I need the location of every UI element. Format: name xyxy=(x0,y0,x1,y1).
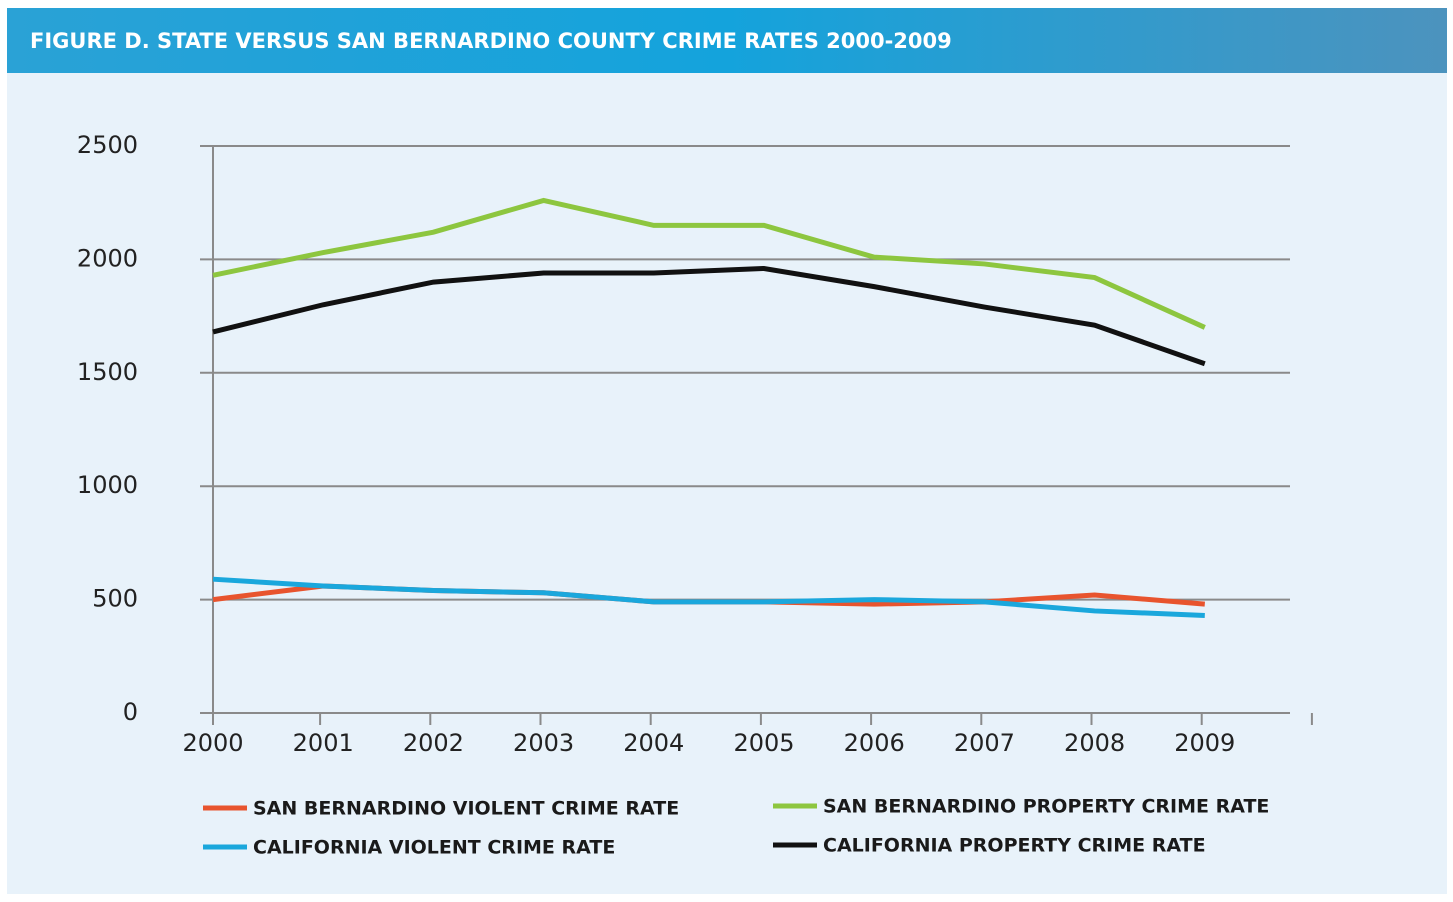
x-tick-label: 2000 xyxy=(182,729,243,757)
title-bar xyxy=(7,8,1447,73)
series-line xyxy=(212,197,1206,330)
y-tick-label: 2500 xyxy=(77,131,138,159)
x-tick-label: 2003 xyxy=(513,729,574,757)
legend-label: SAN BERNARDINO PROPERTY CRIME RATE xyxy=(823,796,1269,818)
y-tick-label: 1500 xyxy=(77,358,138,386)
x-tick-label: 2008 xyxy=(1064,729,1125,757)
y-tick-label: 2000 xyxy=(77,244,138,272)
y-tick-label: 0 xyxy=(123,698,138,726)
x-tick-label: 2006 xyxy=(844,729,905,757)
chart-title: FIGURE D. STATE VERSUS SAN BERNARDINO CO… xyxy=(30,29,952,53)
series-line xyxy=(212,265,1206,367)
chart-background xyxy=(7,8,1447,894)
y-tick-label: 500 xyxy=(92,585,138,613)
x-tick-label: 2001 xyxy=(293,729,354,757)
x-tick-label: 2004 xyxy=(623,729,684,757)
legend-label: CALIFORNIA PROPERTY CRIME RATE xyxy=(823,835,1206,857)
x-tick-label: 2007 xyxy=(954,729,1015,757)
x-tick-label: 2009 xyxy=(1174,729,1235,757)
x-tick-label: 2005 xyxy=(733,729,794,757)
series-line xyxy=(212,576,1205,618)
x-tick-label: 2002 xyxy=(403,729,464,757)
legend-label: SAN BERNARDINO VIOLENT CRIME RATE xyxy=(253,798,679,820)
legend-label: CALIFORNIA VIOLENT CRIME RATE xyxy=(253,837,615,859)
y-tick-label: 1000 xyxy=(77,471,138,499)
